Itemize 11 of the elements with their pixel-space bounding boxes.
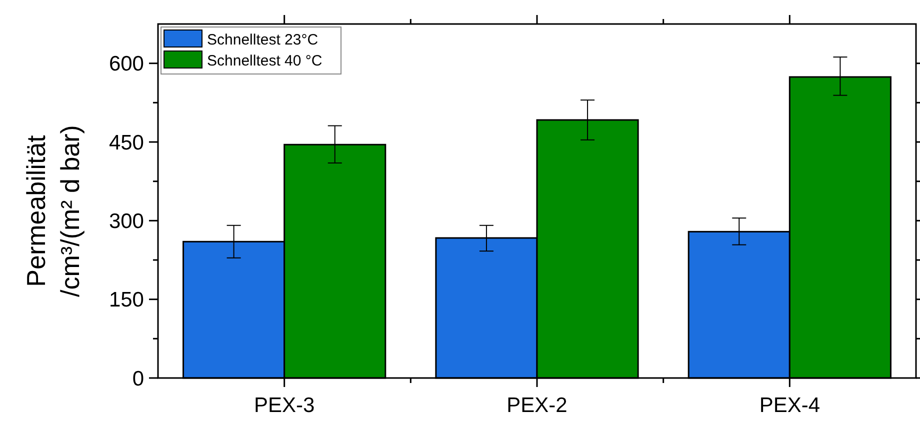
- x-tick-label: PEX-4: [759, 394, 820, 417]
- y-axis-title: Permeabilität /cm³/(m² d bar): [21, 125, 85, 297]
- y-tick-label: 300: [108, 210, 144, 234]
- legend-label: Schnelltest 40 °C: [207, 52, 322, 70]
- y-tick-label: 150: [108, 288, 144, 312]
- x-tick-label: PEX-2: [506, 394, 568, 417]
- y-tick-label: 450: [108, 131, 144, 154]
- y-tick-label: 600: [108, 52, 144, 76]
- legend-label: Schnelltest 23°C: [207, 31, 318, 48]
- x-tick-label: PEX-3: [254, 394, 315, 417]
- y-tick-label: 0: [132, 367, 144, 390]
